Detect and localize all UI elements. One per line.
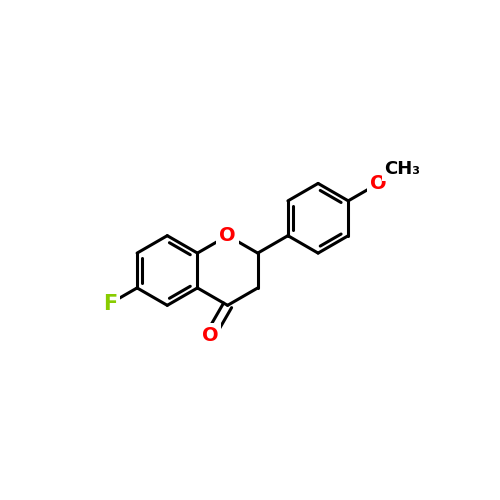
Text: O: O <box>370 174 386 193</box>
Text: O: O <box>202 326 218 345</box>
Text: F: F <box>103 294 117 314</box>
Text: O: O <box>220 226 236 245</box>
Text: CH₃: CH₃ <box>384 160 420 178</box>
